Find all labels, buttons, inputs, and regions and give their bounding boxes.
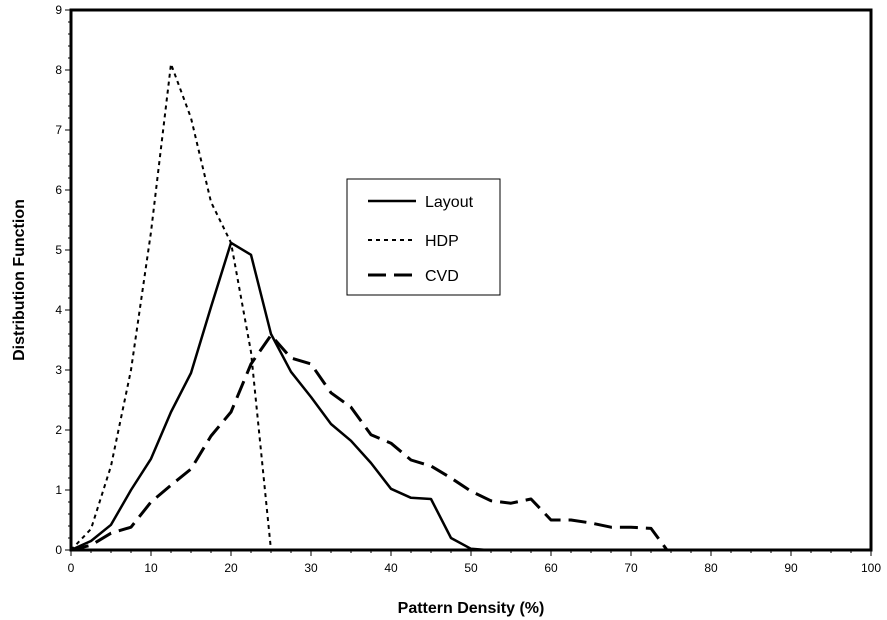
y-axis-title: Distribution Function [11,199,28,361]
x-tick-label: 40 [384,561,398,575]
x-axis: 0 10 20 30 40 50 60 70 80 90 100 [68,550,881,575]
x-tick-label: 30 [304,561,318,575]
legend: Layout HDP CVD [346,178,501,296]
x-tick-label: 0 [68,561,75,575]
y-tick-label: 2 [55,423,62,437]
y-tick-label: 9 [55,3,62,17]
y-tick-label: 8 [55,63,62,77]
x-tick-label: 50 [464,561,478,575]
x-tick-label: 80 [704,561,718,575]
series-line-cvd [70,333,669,552]
series-group [70,63,669,552]
series-line-hdp [70,63,272,551]
y-tick-label: 3 [55,363,62,377]
y-tick-label: 4 [55,303,62,317]
x-tick-label: 20 [224,561,238,575]
series-line-layout [70,241,488,552]
x-tick-label: 90 [784,561,798,575]
x-tick-label: 10 [144,561,158,575]
y-axis: 0 1 2 3 4 5 6 7 8 9 [55,3,71,557]
y-tick-label: 1 [55,483,62,497]
x-tick-label: 60 [544,561,558,575]
y-tick-label: 6 [55,183,62,197]
legend-label-hdp: HDP [425,233,459,250]
y-tick-label: 5 [55,243,62,257]
x-axis-title: Pattern Density (%) [398,600,545,617]
y-tick-label: 7 [55,123,62,137]
x-tick-label: 100 [861,561,881,575]
x-tick-label: 70 [624,561,638,575]
legend-box [346,178,501,296]
y-tick-label: 0 [55,543,62,557]
legend-label-layout: Layout [425,194,474,211]
legend-label-cvd: CVD [425,268,459,285]
